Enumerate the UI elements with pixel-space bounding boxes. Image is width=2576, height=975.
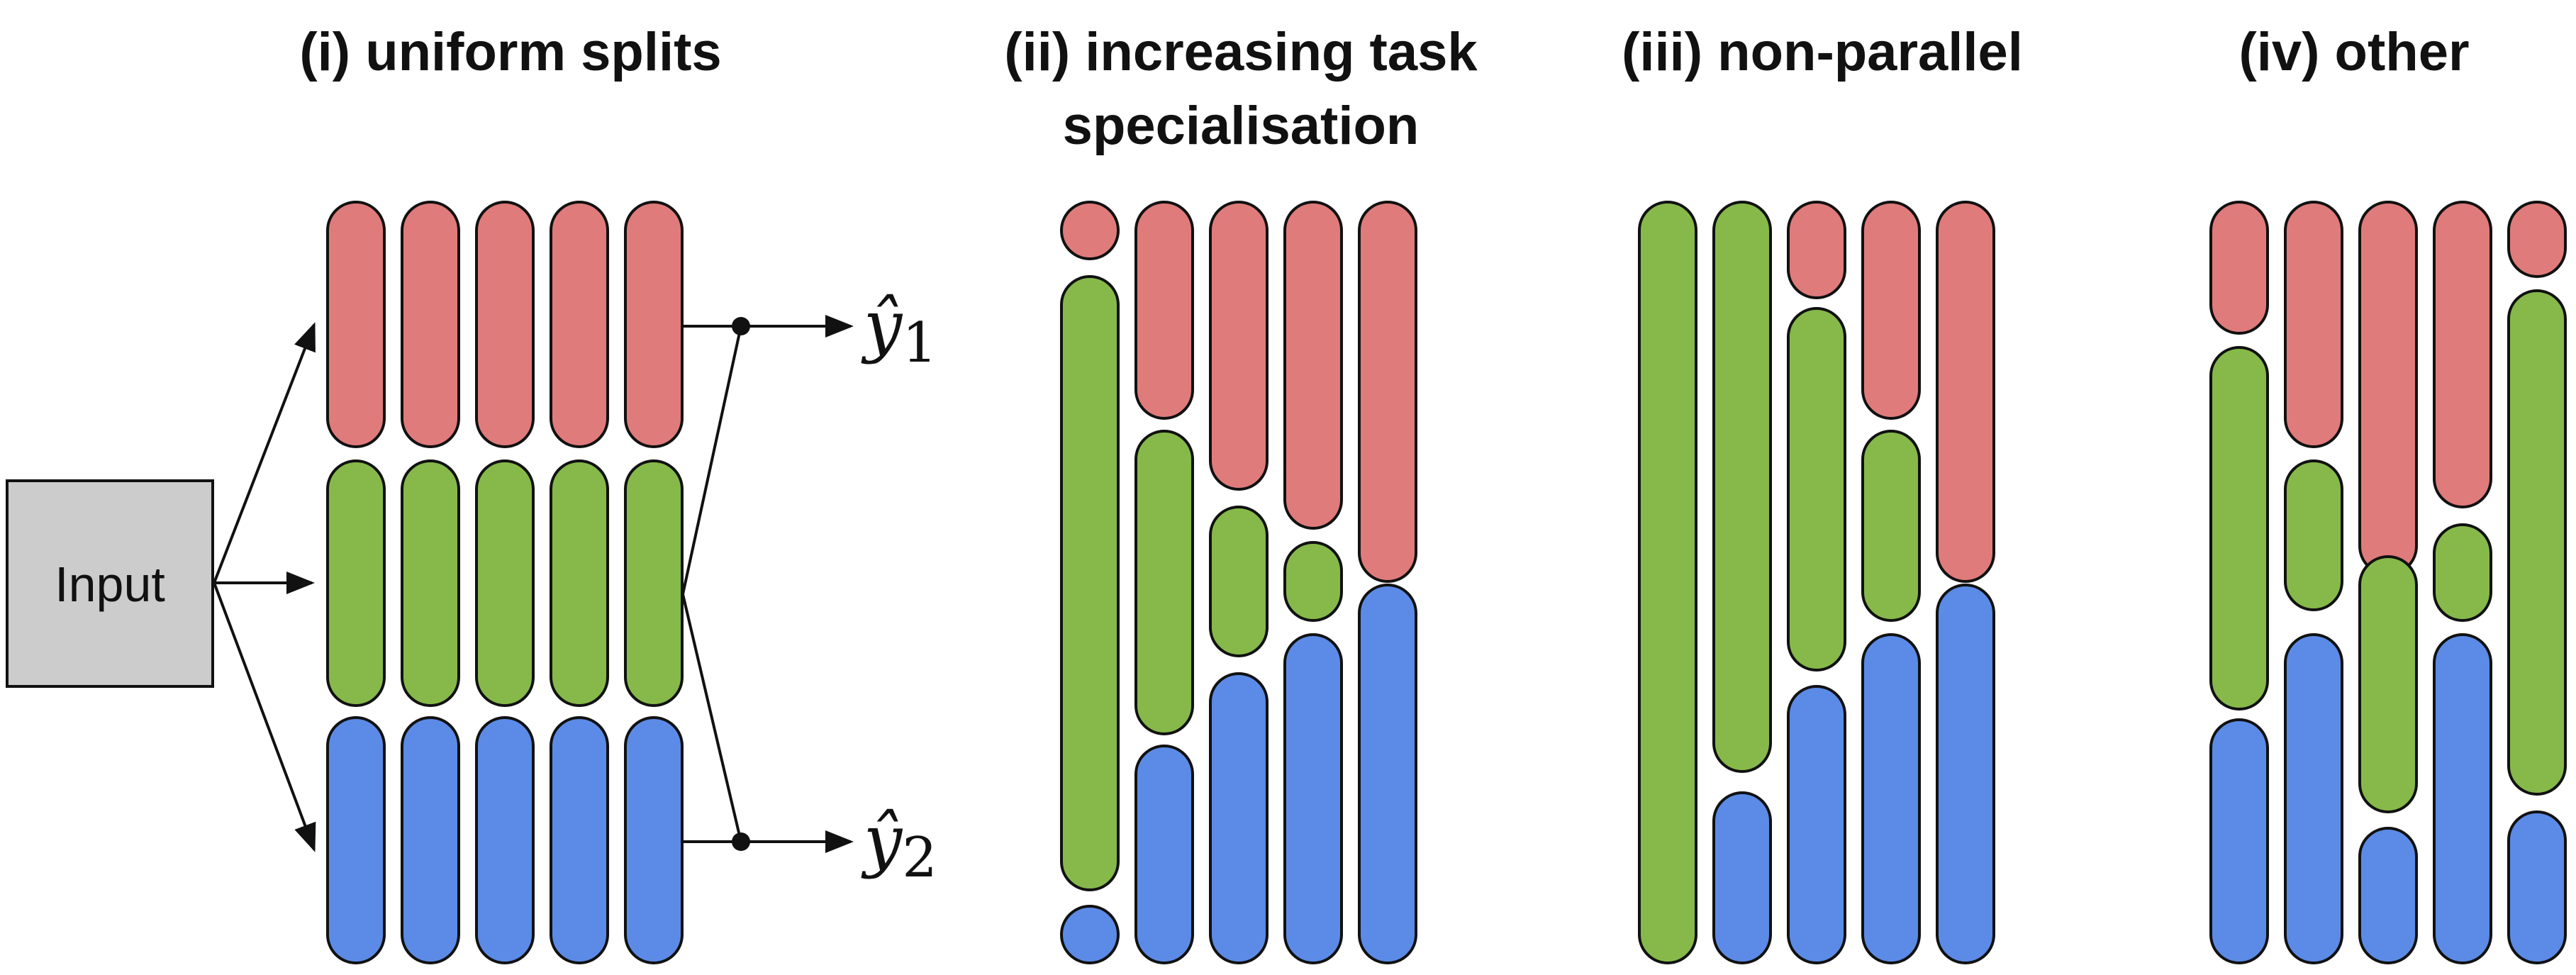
block-task2-increasing-col4-seg2 [1283,541,1343,622]
output-label-1: ŷ1 [861,286,937,375]
block-task1-other-col4-seg1 [2433,201,2492,508]
block-task1-non-parallel-col3-seg1 [1787,201,1846,299]
panel-title-other: (iv) other [2238,22,2470,82]
block-task2-uniform-col3-seg2 [475,459,535,707]
block-task1-uniform-col1-seg1 [326,201,386,448]
block-task2-uniform-col1-seg2 [326,459,386,707]
block-task3-increasing-col1-seg3 [1060,905,1120,964]
block-task3-non-parallel-col3-seg3 [1787,685,1846,964]
input-label: Input [55,557,165,612]
block-task3-non-parallel-col5-seg2 [1936,584,1995,964]
block-task3-uniform-col3-seg3 [475,716,535,964]
block-task2-other-col1-seg2 [2209,346,2269,711]
block-task1-non-parallel-col4-seg1 [1861,201,1921,420]
block-task1-other-col2-seg1 [2284,201,2343,448]
arrow-to-task1 [213,322,316,584]
block-task2-other-col2-seg2 [2284,459,2343,611]
block-task2-non-parallel-col1-seg1 [1638,201,1697,964]
block-task3-other-col4-seg3 [2433,633,2492,964]
block-task2-other-col3-seg2 [2358,555,2418,813]
block-task3-increasing-col3-seg3 [1209,672,1269,964]
block-task3-other-col5-seg3 [2507,810,2567,964]
block-task3-non-parallel-col4-seg3 [1861,633,1921,964]
block-task3-uniform-col5-seg3 [624,716,684,964]
block-task2-uniform-col2-seg2 [401,459,460,707]
block-task1-increasing-col5-seg1 [1358,201,1417,583]
block-task2-other-col4-seg2 [2433,523,2492,622]
input-arrows [213,322,316,852]
block-task1-uniform-col3-seg1 [475,201,535,448]
panel-title-uniform-splits: (i) uniform splits [299,22,722,82]
block-task2-other-col5-seg2 [2507,289,2567,796]
block-task3-increasing-col4-seg3 [1283,633,1343,964]
arrow-to-task3 [213,582,316,852]
block-task1-increasing-col4-seg1 [1283,201,1343,530]
block-task3-increasing-col2-seg3 [1134,745,1194,964]
block-task2-uniform-col5-seg2 [624,459,684,707]
block-task1-non-parallel-col5-seg1 [1936,201,1995,583]
panel-title-increasing-task-line2: specialisation [1062,96,1420,156]
block-task1-uniform-col2-seg1 [401,201,460,448]
block-task1-other-col3-seg1 [2358,201,2418,576]
block-task2-increasing-col2-seg2 [1134,430,1194,735]
panel-non-parallel [1638,201,1995,964]
block-task3-uniform-col2-seg3 [401,716,460,964]
panel-other [2209,201,2567,964]
input-block: Input [6,479,214,688]
block-task1-increasing-col2-seg1 [1134,201,1194,420]
block-task1-uniform-col4-seg1 [550,201,609,448]
block-task2-uniform-col4-seg2 [550,459,609,707]
block-task2-non-parallel-col3-seg2 [1787,307,1846,672]
block-task2-increasing-col3-seg2 [1209,506,1269,657]
output-label-2: ŷ2 [861,801,937,890]
panel-title-increasing-task-line1: (ii) increasing task [1004,22,1478,82]
block-task3-increasing-col5-seg3 [1358,584,1417,964]
block-task2-increasing-col1-seg2 [1060,275,1120,891]
block-task3-other-col2-seg3 [2284,633,2343,964]
block-task1-uniform-col5-seg1 [624,201,684,448]
panel-title-non-parallel: (iii) non-parallel [1622,22,2023,82]
block-task1-increasing-col3-seg1 [1209,201,1269,491]
block-task3-uniform-col1-seg3 [326,716,386,964]
block-task3-non-parallel-col2-seg2 [1712,791,1772,964]
block-task3-uniform-col4-seg3 [550,716,609,964]
block-task1-other-col5-seg1 [2507,201,2567,278]
block-task1-increasing-col1-seg1 [1060,201,1120,260]
block-task3-other-col3-seg3 [2358,827,2418,964]
block-task3-other-col1-seg3 [2209,718,2269,964]
block-task1-other-col1-seg1 [2209,201,2269,335]
block-task2-non-parallel-col2-seg1 [1712,201,1772,773]
block-task2-non-parallel-col4-seg2 [1861,430,1921,622]
pill-columns [326,201,2567,964]
output-connections [681,315,854,853]
panel-increasing [1060,201,1417,964]
panel-uniform [326,201,684,964]
